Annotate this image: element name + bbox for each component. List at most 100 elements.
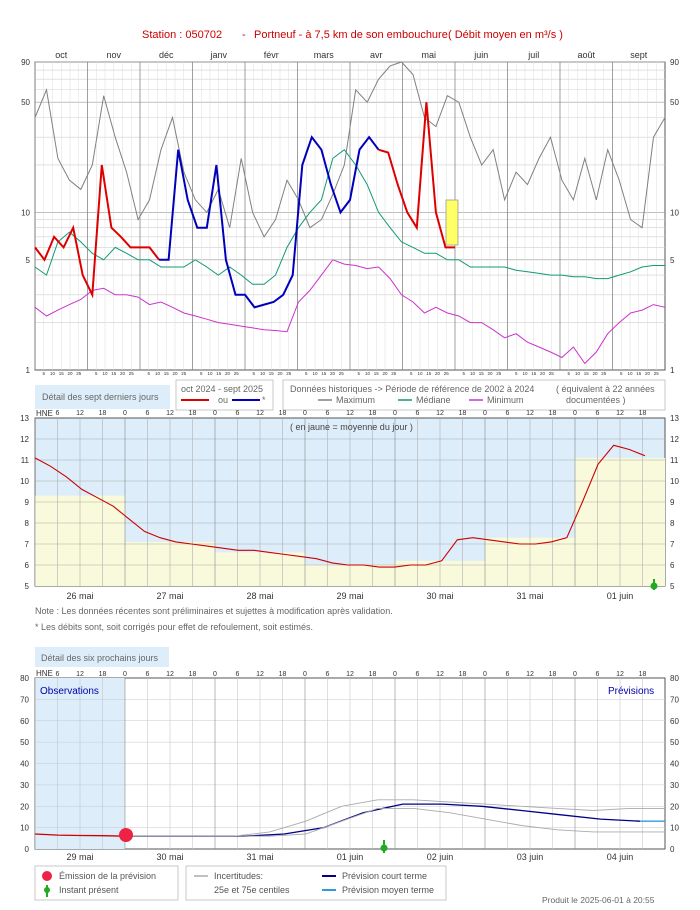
- forecast-legend: Émission de la prévision Instant présent…: [34, 865, 447, 901]
- six-y-tick-right: 70: [670, 695, 679, 704]
- annual-day-tick-label: 15: [111, 371, 117, 376]
- six-hour-tick: 6: [236, 671, 240, 678]
- annual-day-tick-label: 20: [540, 371, 546, 376]
- annual-y-tick-right: 10: [670, 208, 679, 217]
- seven-hour-tick: 0: [303, 410, 307, 417]
- six-series-line: [34, 833, 127, 837]
- seven-hour-tick: 0: [483, 410, 487, 417]
- short-term-legend-label: Prévision court terme: [342, 871, 427, 881]
- annual-day-tick-label: 25: [234, 371, 240, 376]
- forecast-label: Prévisions: [608, 686, 654, 697]
- annual-day-tick-label: 20: [120, 371, 126, 376]
- annual-month-label: févr: [264, 50, 279, 60]
- seven-y-tick-left: 13: [20, 414, 29, 423]
- annual-grid: [34, 61, 665, 370]
- seven-days-chart: 6 12 18 26 mai 0 6 12 18 27 mai 0 6 12 18 28 mai 0 6 12 1…: [20, 409, 679, 601]
- seven-days-note: ( en jaune = moyenne du jour ): [290, 422, 413, 432]
- six-y-tick-left: 30: [20, 781, 29, 790]
- annual-day-tick-label: 15: [321, 371, 327, 376]
- six-y-tick-right: 50: [670, 738, 679, 747]
- emission-legend-dot: [42, 871, 52, 881]
- seven-hour-tick: 18: [189, 410, 197, 417]
- seven-hour-tick: 18: [639, 410, 647, 417]
- seven-hour-tick: 6: [146, 410, 150, 417]
- six-hour-tick: 6: [326, 671, 330, 678]
- annual-day-tick-label: 25: [496, 371, 502, 376]
- instant-legend-dot: [44, 887, 50, 893]
- seven-hour-tick: 12: [616, 410, 624, 417]
- seven-y-tick-right: 12: [670, 435, 679, 444]
- annual-day-tick-label: 5: [200, 371, 203, 376]
- annual-y-tick-left: 1: [26, 366, 31, 375]
- six-day-label: 04 juin: [607, 852, 634, 862]
- annual-month-label: juin: [473, 50, 488, 60]
- six-hour-tick: 0: [393, 671, 397, 678]
- seven-days-series: [34, 444, 646, 568]
- annual-day-tick-label: 20: [382, 371, 388, 376]
- annual-month-label: déc: [159, 50, 174, 60]
- seven-series-line: [34, 444, 646, 568]
- forecast-emission-marker: [119, 828, 133, 842]
- title-separator: -: [242, 29, 246, 41]
- seven-hour-tick: 6: [236, 410, 240, 417]
- annual-y-tick-left: 5: [26, 256, 31, 265]
- seven-hour-tick: 18: [279, 410, 287, 417]
- seven-y-tick-right: 5: [670, 582, 675, 591]
- annual-day-tick-label: 25: [286, 371, 292, 376]
- seven-days-labels: 6 12 18 26 mai 0 6 12 18 27 mai 0 6 12 18 28 mai 0 6 12 1…: [20, 410, 679, 601]
- six-days-tab: [35, 647, 169, 667]
- annual-day-tick-label: 20: [435, 371, 441, 376]
- annual-month-label: mars: [314, 50, 334, 60]
- six-hour-tick: 0: [303, 671, 307, 678]
- annual-day-tick-label: 10: [102, 371, 108, 376]
- six-days-unit-label: HNE: [36, 669, 53, 678]
- seven-hour-tick: 12: [76, 410, 84, 417]
- river-label: Portneuf - à 7,5 km de son embouchure: [254, 29, 448, 41]
- six-hour-tick: 6: [416, 671, 420, 678]
- seven-y-tick-left: 5: [25, 582, 30, 591]
- six-days-grid: [34, 678, 665, 849]
- historic-label: Données historiques -> Période de référe…: [290, 384, 534, 394]
- annual-day-tick-label: 10: [312, 371, 318, 376]
- six-day-label: 03 juin: [517, 852, 544, 862]
- annual-day-tick-label: 5: [462, 371, 465, 376]
- instant-present-marker: [650, 579, 658, 590]
- six-hour-tick: 0: [483, 671, 487, 678]
- annual-day-tick-label: 5: [95, 371, 98, 376]
- six-day-label: 31 mai: [246, 852, 273, 862]
- seven-days-unit-label: HNE: [36, 409, 53, 418]
- seven-hour-tick: 12: [436, 410, 444, 417]
- six-hour-tick: 12: [76, 671, 84, 678]
- six-hour-tick: 12: [436, 671, 444, 678]
- note-line-1: Note : Les données récentes sont prélimi…: [35, 606, 393, 616]
- annual-day-tick-label: 20: [330, 371, 336, 376]
- seven-days-grid: [34, 418, 665, 586]
- annual-y-tick-left: 90: [21, 58, 30, 67]
- annual-series-line: [159, 135, 380, 309]
- six-days-labels: 6 12 18 29 mai 0 6 12 18 30 mai 0 6 12 18 31 mai 0 6 12 1…: [20, 671, 679, 862]
- annual-day-tick-label: 15: [584, 371, 590, 376]
- annual-day-tick-label: 25: [129, 371, 135, 376]
- annual-series-line: [34, 148, 665, 285]
- seven-y-tick-left: 6: [25, 561, 30, 570]
- annual-day-tick-label: 25: [391, 371, 397, 376]
- annual-day-tick-label: 25: [549, 371, 555, 376]
- annual-y-tick-left: 10: [21, 208, 30, 217]
- six-y-tick-right: 80: [670, 674, 679, 683]
- six-hour-tick: 18: [279, 671, 287, 678]
- annual-month-label: mai: [421, 50, 436, 60]
- annual-day-tick-label: 15: [269, 371, 275, 376]
- seven-hour-tick: 6: [506, 410, 510, 417]
- six-y-tick-left: 80: [20, 674, 29, 683]
- period-or-label: ou: [218, 395, 228, 405]
- annual-month-label: nov: [106, 50, 121, 60]
- annual-day-tick-label: 20: [172, 371, 178, 376]
- seven-hour-tick: 18: [549, 410, 557, 417]
- annual-y-tick-left: 50: [21, 98, 30, 107]
- six-hour-tick: 6: [146, 671, 150, 678]
- annual-y-ticks: 90 50 10 5 1 90 50 10 5 1: [21, 58, 679, 375]
- seven-hour-tick: 0: [123, 410, 127, 417]
- max-legend-label: Maximum: [336, 395, 375, 405]
- unit-label: ( Débit moyen en m³/s ): [448, 29, 563, 41]
